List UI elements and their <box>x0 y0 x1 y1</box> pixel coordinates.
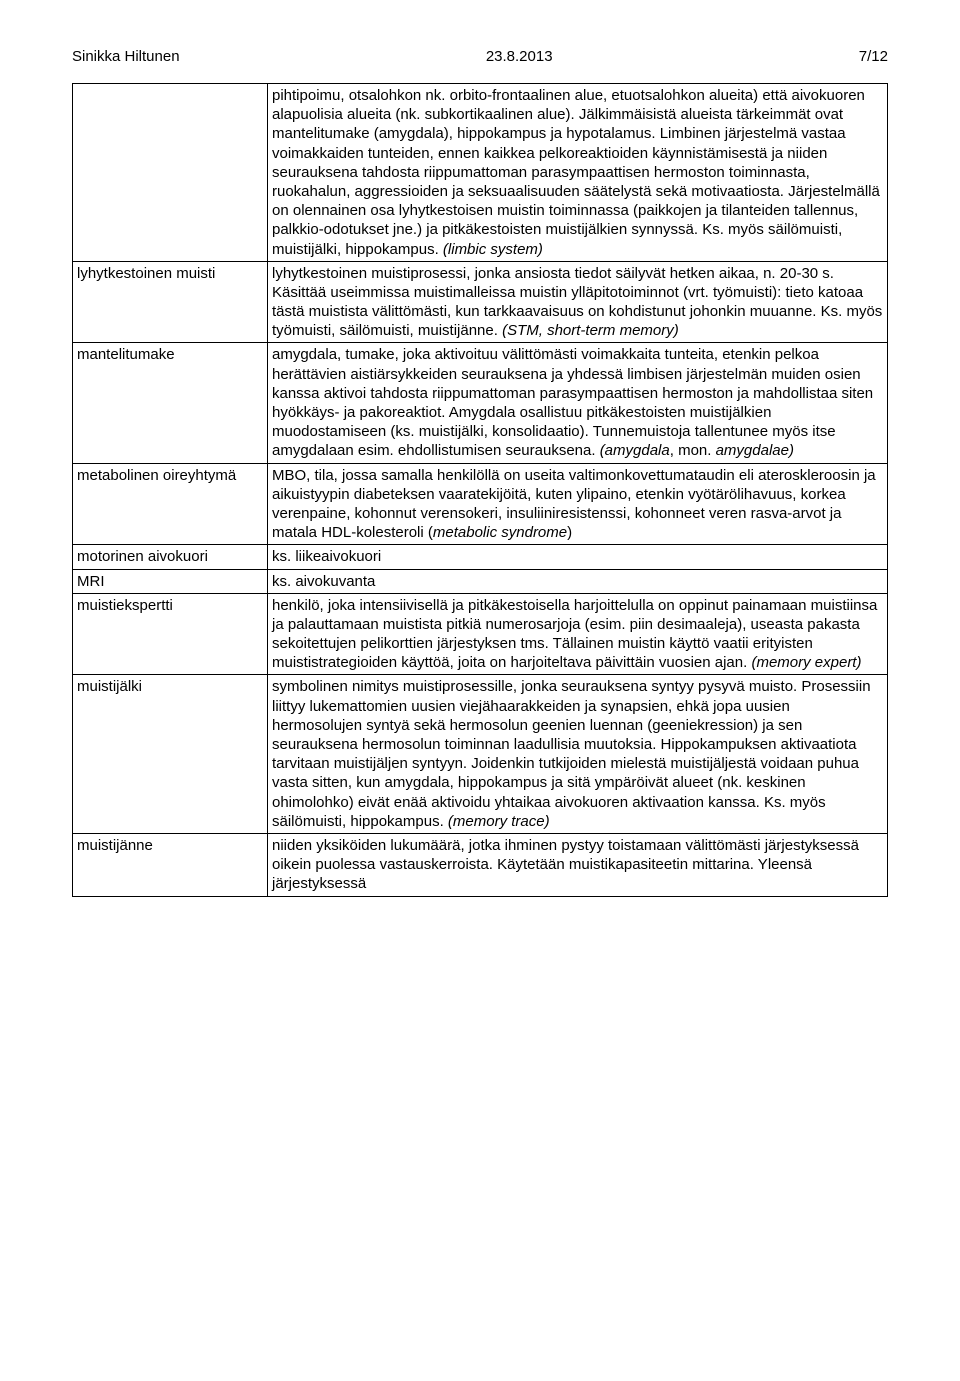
definition-term-italic: amygdalae) <box>716 442 794 459</box>
term-cell: motorinen aivokuori <box>73 545 268 569</box>
header-page: 7/12 <box>859 48 888 65</box>
definition-cell: pihtipoimu, otsalohkon nk. orbito-fronta… <box>268 84 888 262</box>
definition-text: ks. aivokuvanta <box>272 573 375 590</box>
table-row: muistieksperttihenkilö, joka intensiivis… <box>73 593 888 675</box>
table-row: muistijänneniiden yksiköiden lukumäärä, … <box>73 833 888 896</box>
table-row: mantelitumakeamygdala, tumake, joka akti… <box>73 343 888 463</box>
definition-cell: amygdala, tumake, joka aktivoituu välitt… <box>268 343 888 463</box>
definition-text: pihtipoimu, otsalohkon nk. orbito-fronta… <box>272 87 880 258</box>
definition-text: symbolinen nimitys muistiprosessille, jo… <box>272 678 871 829</box>
definition-term-italic: (memory trace) <box>448 813 550 830</box>
table-row: motorinen aivokuoriks. liikeaivokuori <box>73 545 888 569</box>
header-author: Sinikka Hiltunen <box>72 48 180 65</box>
term-cell <box>73 84 268 262</box>
table-row: muistijälkisymbolinen nimitys muistipros… <box>73 675 888 834</box>
definition-text: niiden yksiköiden lukumäärä, jotka ihmin… <box>272 837 859 892</box>
definition-text: ks. liikeaivokuori <box>272 548 381 565</box>
definition-cell: symbolinen nimitys muistiprosessille, jo… <box>268 675 888 834</box>
definition-term-italic: (STM, short-term memory) <box>502 322 679 339</box>
term-cell: muistijänne <box>73 833 268 896</box>
term-cell: muistijälki <box>73 675 268 834</box>
header-date: 23.8.2013 <box>486 48 553 65</box>
definition-term-italic: metabolic syndrome <box>433 524 567 541</box>
page-header: Sinikka Hiltunen 23.8.2013 7/12 <box>72 48 888 65</box>
glossary-table: pihtipoimu, otsalohkon nk. orbito-fronta… <box>72 83 888 897</box>
term-cell: muistiekspertti <box>73 593 268 675</box>
term-cell: lyhytkestoinen muisti <box>73 261 268 343</box>
table-row: lyhytkestoinen muistilyhytkestoinen muis… <box>73 261 888 343</box>
definition-term-italic: (limbic system) <box>443 241 543 258</box>
definition-term-italic: (memory expert) <box>751 654 861 671</box>
definition-text: ) <box>567 524 572 541</box>
definition-text: MBO, tila, jossa samalla henkilöllä on u… <box>272 467 876 542</box>
definition-cell: ks. aivokuvanta <box>268 569 888 593</box>
definition-cell: lyhytkestoinen muistiprosessi, jonka ans… <box>268 261 888 343</box>
table-row: MRIks. aivokuvanta <box>73 569 888 593</box>
term-cell: mantelitumake <box>73 343 268 463</box>
term-cell: MRI <box>73 569 268 593</box>
table-row: metabolinen oireyhtymäMBO, tila, jossa s… <box>73 463 888 545</box>
definition-cell: ks. liikeaivokuori <box>268 545 888 569</box>
definition-text: , mon. <box>670 442 716 459</box>
definition-cell: henkilö, joka intensiivisellä ja pitkäke… <box>268 593 888 675</box>
definition-term-italic: (amygdala <box>600 442 670 459</box>
definition-cell: MBO, tila, jossa samalla henkilöllä on u… <box>268 463 888 545</box>
table-row: pihtipoimu, otsalohkon nk. orbito-fronta… <box>73 84 888 262</box>
term-cell: metabolinen oireyhtymä <box>73 463 268 545</box>
document-page: Sinikka Hiltunen 23.8.2013 7/12 pihtipoi… <box>0 0 960 945</box>
definition-cell: niiden yksiköiden lukumäärä, jotka ihmin… <box>268 833 888 896</box>
